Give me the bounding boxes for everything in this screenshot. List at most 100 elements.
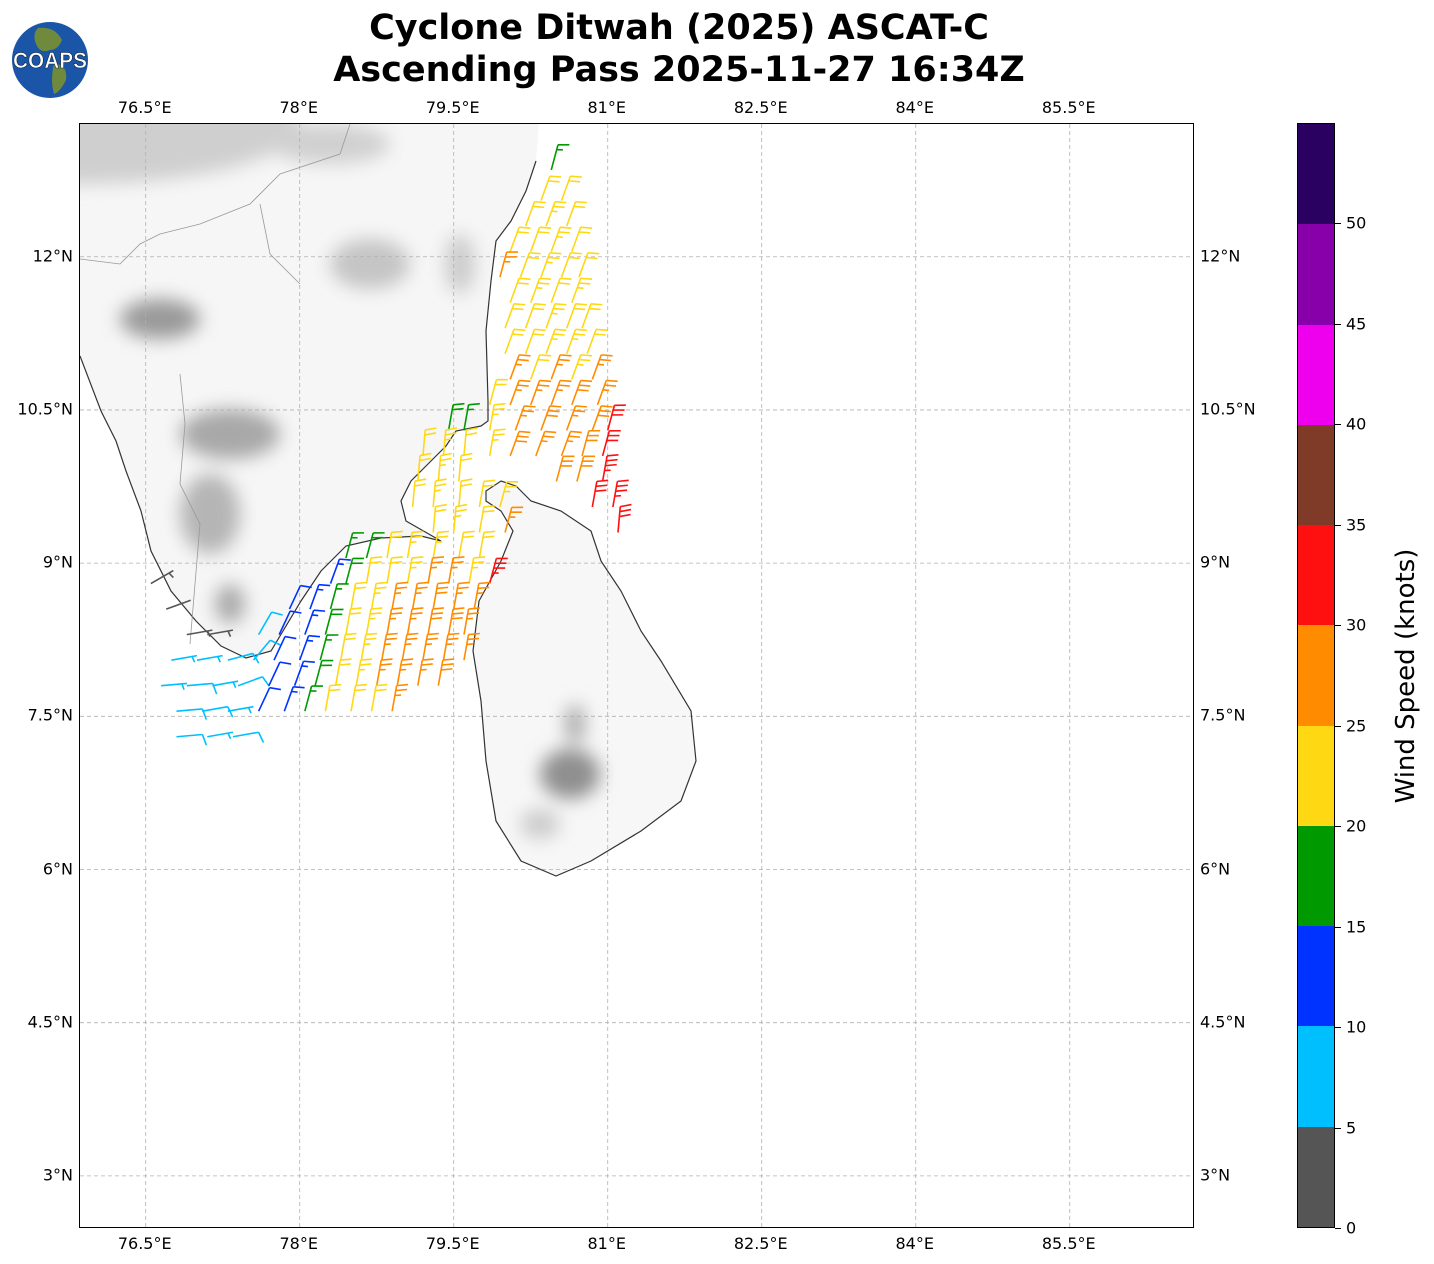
wind-barb bbox=[370, 683, 388, 712]
wind-barb-staff bbox=[355, 659, 362, 686]
wind-barb bbox=[406, 530, 424, 559]
colorbar-bin bbox=[1298, 324, 1334, 425]
wind-barb-half bbox=[291, 690, 298, 693]
wind-barb-full bbox=[375, 688, 387, 692]
wind-barb-staff bbox=[617, 506, 622, 533]
wind-barb bbox=[422, 632, 439, 661]
wind-barb-full bbox=[473, 556, 486, 559]
wind-barb-full bbox=[534, 328, 546, 332]
wind-barb-staff bbox=[411, 481, 416, 508]
wind-barb bbox=[355, 658, 373, 686]
wind-barb bbox=[514, 405, 536, 431]
wind-barb bbox=[304, 685, 323, 712]
wind-barb-full bbox=[370, 607, 383, 610]
wind-barb bbox=[545, 303, 567, 329]
wind-barb-full bbox=[436, 586, 449, 590]
wind-barb-full bbox=[573, 205, 586, 209]
wind-barb-staff bbox=[504, 329, 515, 355]
india-coastline bbox=[80, 160, 537, 659]
wind-barb-full bbox=[360, 658, 373, 661]
wind-barb-full bbox=[534, 200, 546, 204]
colorbar-bin bbox=[1298, 825, 1334, 927]
wind-barb bbox=[329, 558, 351, 584]
wind-barb-staff bbox=[365, 557, 372, 584]
wind-barb bbox=[324, 683, 342, 712]
wind-barb bbox=[606, 404, 626, 431]
wind-barb-staff bbox=[288, 585, 302, 610]
wind-barb-staff bbox=[550, 278, 561, 303]
wind-barb-staff bbox=[463, 608, 470, 635]
wind-barb bbox=[555, 455, 575, 482]
wind-barb-staff bbox=[396, 659, 403, 686]
wind-barb bbox=[529, 277, 552, 303]
colorbar-tick bbox=[1335, 926, 1341, 928]
wind-barb-staff bbox=[535, 431, 546, 457]
wind-barb bbox=[298, 634, 321, 661]
wind-barb bbox=[401, 632, 419, 661]
wind-barb-half bbox=[536, 286, 543, 290]
colorbar-label: Wind Speed (knots) bbox=[1391, 548, 1421, 804]
wind-barb-full bbox=[414, 478, 427, 482]
wind-barb-full bbox=[549, 175, 562, 178]
wind-barb bbox=[540, 405, 562, 431]
wind-barb-full bbox=[524, 405, 536, 408]
wind-barb bbox=[463, 607, 480, 635]
wind-barb bbox=[571, 226, 593, 252]
wind-barb-full bbox=[601, 405, 613, 408]
wind-barb bbox=[432, 581, 450, 610]
wind-barb bbox=[535, 430, 557, 457]
wind-barb bbox=[442, 427, 458, 456]
wind-barb-half bbox=[566, 440, 574, 443]
wind-barb bbox=[427, 607, 444, 635]
wind-barb-staff bbox=[360, 634, 367, 661]
wind-barb-full bbox=[477, 586, 490, 590]
wind-barb-full bbox=[452, 612, 464, 615]
wind-barb bbox=[478, 530, 496, 559]
wind-barb-staff bbox=[309, 584, 320, 610]
colorbar bbox=[1297, 123, 1335, 1228]
wind-barb-staff bbox=[406, 608, 413, 635]
wind-barb-full bbox=[482, 484, 495, 488]
wind-barb bbox=[350, 683, 367, 712]
colorbar-bin bbox=[1298, 725, 1334, 826]
wind-barb-full bbox=[431, 561, 444, 564]
colorbar-tick-label: 10 bbox=[1346, 1017, 1367, 1037]
wind-barb-staff bbox=[278, 610, 291, 635]
wind-barb bbox=[345, 532, 365, 559]
wind-barb-staff bbox=[437, 659, 444, 686]
wind-barb-full bbox=[575, 200, 587, 204]
wind-barb-full bbox=[430, 617, 443, 620]
wind-barb-full bbox=[308, 634, 321, 638]
colorbar-bin bbox=[1298, 1126, 1334, 1227]
wind-barb-full bbox=[554, 328, 567, 332]
wind-barb-half bbox=[439, 463, 446, 467]
lat-tick-label-left: 10.5°N bbox=[17, 399, 73, 419]
wind-barb-full bbox=[483, 479, 496, 483]
wind-barb-full bbox=[434, 483, 447, 487]
wind-barb bbox=[524, 303, 546, 329]
wind-barb-full bbox=[201, 734, 208, 746]
wind-barb bbox=[386, 530, 403, 559]
wind-barb-full bbox=[421, 663, 433, 666]
wind-barb-staff bbox=[560, 175, 572, 201]
wind-barb bbox=[571, 379, 593, 406]
wind-barb-full bbox=[414, 483, 426, 487]
wind-barb-full bbox=[465, 432, 478, 436]
wind-barb bbox=[509, 277, 531, 303]
wind-barb-full bbox=[453, 402, 465, 406]
wind-barb-full bbox=[396, 683, 409, 687]
wind-barb-full bbox=[554, 303, 567, 306]
wind-barb-staff bbox=[391, 583, 398, 610]
wind-barb bbox=[391, 581, 409, 610]
wind-barb bbox=[540, 251, 562, 278]
colorbar-tick-label: 50 bbox=[1346, 213, 1367, 233]
wind-barb-full bbox=[519, 430, 531, 434]
wind-barb-full bbox=[568, 256, 581, 260]
wind-barb-staff bbox=[365, 608, 372, 635]
wind-barb-full bbox=[615, 489, 628, 493]
wind-barb-half bbox=[191, 656, 196, 663]
wind-barb-full bbox=[411, 607, 424, 610]
lon-tick-label-top: 78°E bbox=[279, 98, 318, 117]
lat-tick-label-left: 9°N bbox=[42, 552, 73, 572]
wind-barb bbox=[411, 478, 427, 508]
